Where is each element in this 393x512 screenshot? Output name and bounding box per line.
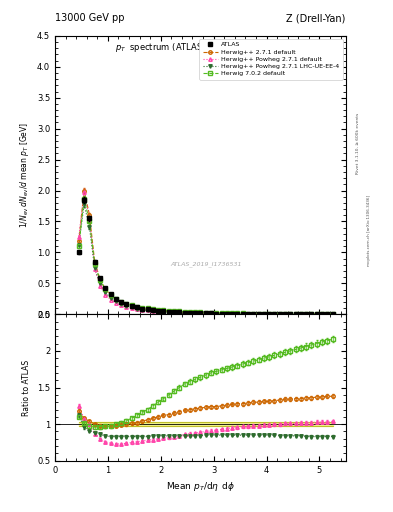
Legend: ATLAS, Herwig++ 2.7.1 default, Herwig++ Powheg 2.7.1 default, Herwig++ Powheg 2.: ATLAS, Herwig++ 2.7.1 default, Herwig++ …	[200, 39, 343, 79]
Y-axis label: Ratio to ATLAS: Ratio to ATLAS	[22, 359, 31, 416]
Text: Rivet 3.1.10, ≥ 600k events: Rivet 3.1.10, ≥ 600k events	[356, 113, 360, 174]
Text: ATLAS_2019_I1736531: ATLAS_2019_I1736531	[171, 261, 242, 267]
Y-axis label: $1/N_{\rm ev}\;dN_{\rm ev}/d\;\mathrm{mean}\;p_T$ [GeV]: $1/N_{\rm ev}\;dN_{\rm ev}/d\;\mathrm{me…	[18, 122, 31, 228]
X-axis label: Mean $p_T$/d$\eta\,$ d$\phi$: Mean $p_T$/d$\eta\,$ d$\phi$	[166, 480, 235, 493]
Text: 13000 GeV pp: 13000 GeV pp	[55, 13, 125, 23]
Text: Z (Drell-Yan): Z (Drell-Yan)	[286, 13, 346, 23]
Text: mcplots.cern.ch [arXiv:1306.3436]: mcplots.cern.ch [arXiv:1306.3436]	[367, 195, 371, 266]
Text: $p_T$  spectrum (ATLAS UE in Z production): $p_T$ spectrum (ATLAS UE in Z production…	[114, 41, 286, 54]
